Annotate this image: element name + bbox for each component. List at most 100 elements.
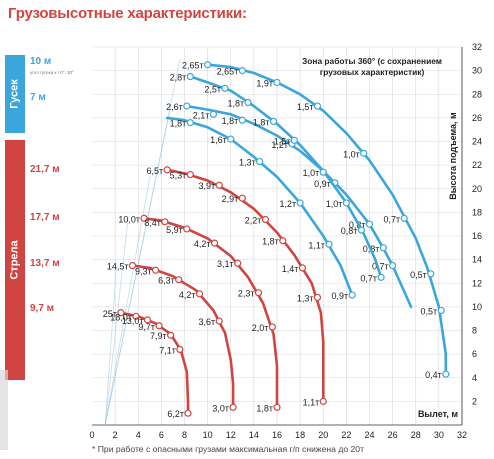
data-point xyxy=(176,345,184,353)
data-label: 3,0т xyxy=(212,403,229,413)
data-label: 3,9т xyxy=(199,181,216,191)
y-tick-label: 6 xyxy=(472,349,477,359)
x-tick-label: 10 xyxy=(203,430,213,440)
boom-length-17-7: 17,7 м xyxy=(30,212,60,223)
data-label: 5,9т xyxy=(166,225,183,235)
y-tick-label: 30 xyxy=(472,66,482,76)
data-label: 0,5т xyxy=(421,306,438,316)
data-label: 2,2т xyxy=(245,215,262,225)
page-title: Грузовысотные характеристики: xyxy=(8,5,247,22)
data-point xyxy=(268,323,276,331)
series-line xyxy=(165,116,354,297)
data-label: 4,2т xyxy=(179,290,196,300)
data-point xyxy=(183,102,191,110)
y-tick-label: 12 xyxy=(472,278,482,288)
data-point xyxy=(155,322,163,330)
data-point xyxy=(221,84,229,92)
data-point xyxy=(273,78,281,87)
x-tick-label: 12 xyxy=(226,430,236,440)
data-label: 1,5т xyxy=(274,136,291,146)
data-point xyxy=(296,199,304,207)
data-point xyxy=(244,98,252,107)
data-point xyxy=(298,264,307,272)
data-label: 2,5т xyxy=(204,84,221,94)
data-point xyxy=(227,135,235,143)
x-tick-label: 24 xyxy=(364,430,374,440)
data-point xyxy=(427,270,435,278)
boom-length-9-7: 9,7 м xyxy=(30,303,55,314)
data-label: 0,8т xyxy=(341,226,358,236)
data-label: 6,5т xyxy=(147,166,164,176)
boom-length-13-7: 13,7 м xyxy=(30,258,60,269)
data-point xyxy=(261,215,270,224)
data-label: 2,0т xyxy=(252,323,269,333)
data-point xyxy=(184,409,192,417)
series-line xyxy=(131,264,235,409)
data-label: 2,65т xyxy=(182,61,204,71)
data-point xyxy=(379,244,387,252)
data-label: 1,2т xyxy=(271,140,288,150)
x-axis-title: Вылет, м xyxy=(418,409,458,419)
data-point xyxy=(151,266,160,274)
x-tick-label: 28 xyxy=(411,430,421,440)
data-point xyxy=(143,316,152,324)
data-point xyxy=(360,149,368,157)
y-tick-label: 4 xyxy=(472,373,477,383)
data-point xyxy=(377,273,385,281)
data-label: 0,7т xyxy=(384,214,401,224)
x-tick-label: 6 xyxy=(159,430,164,440)
data-label: 1,8т xyxy=(253,117,270,127)
data-point xyxy=(204,61,212,69)
data-label: 2,1т xyxy=(193,110,210,120)
data-label: 1,2т xyxy=(279,199,296,209)
data-point xyxy=(186,170,194,179)
data-point xyxy=(290,136,298,144)
y-tick-label: 20 xyxy=(472,184,482,194)
data-label: 0,4т xyxy=(425,370,442,380)
x-tick-label: 18 xyxy=(295,430,305,440)
x-tick-label: 14 xyxy=(249,430,259,440)
x-tick-label: 0 xyxy=(89,430,94,440)
data-point xyxy=(234,259,242,267)
series-line xyxy=(119,311,190,415)
data-label: 1,4т xyxy=(282,264,299,274)
data-label: 10,0т xyxy=(118,214,140,224)
data-label: 0,7т xyxy=(372,262,389,272)
data-point xyxy=(348,291,356,299)
data-point xyxy=(269,117,278,126)
footnote: * При работе с опасными грузами максимал… xyxy=(92,444,365,454)
data-label: 1,1т xyxy=(303,397,320,407)
data-label: 18,0т xyxy=(110,312,132,322)
boom-lattice-line xyxy=(104,265,117,426)
data-label: 8,4т xyxy=(144,218,161,228)
data-label: 1,0т xyxy=(343,149,360,159)
x-tick-label: 2 xyxy=(113,430,118,440)
data-point xyxy=(254,289,263,297)
data-point xyxy=(400,214,408,222)
data-label: 1,0т xyxy=(303,168,320,178)
data-point xyxy=(229,403,237,411)
y-tick-label: 22 xyxy=(472,160,482,170)
data-point xyxy=(256,157,264,166)
data-label: 2,3т xyxy=(238,289,255,299)
data-label: 5,3т xyxy=(170,171,187,181)
data-label: 2,8т xyxy=(170,73,187,83)
y-axis-title: Высота подъема, м xyxy=(448,112,458,200)
data-point xyxy=(209,110,218,118)
data-label: 1,8т xyxy=(256,403,273,413)
data-label: 25т xyxy=(103,309,117,319)
data-label: 0,9т xyxy=(332,291,349,301)
y-tick-label: 2 xyxy=(472,396,477,406)
y-tick-label: 10 xyxy=(472,302,482,312)
x-tick-label: 32 xyxy=(457,430,467,440)
series-line xyxy=(165,168,325,403)
data-label: 1,8т xyxy=(262,237,279,247)
x-tick-label: 22 xyxy=(341,430,351,440)
data-point xyxy=(186,118,194,127)
series-line xyxy=(142,217,279,409)
data-label: 0,7т xyxy=(360,273,377,283)
data-label: 6,2т xyxy=(167,409,184,419)
data-point xyxy=(215,181,223,189)
data-label: 1,1т xyxy=(308,240,325,250)
